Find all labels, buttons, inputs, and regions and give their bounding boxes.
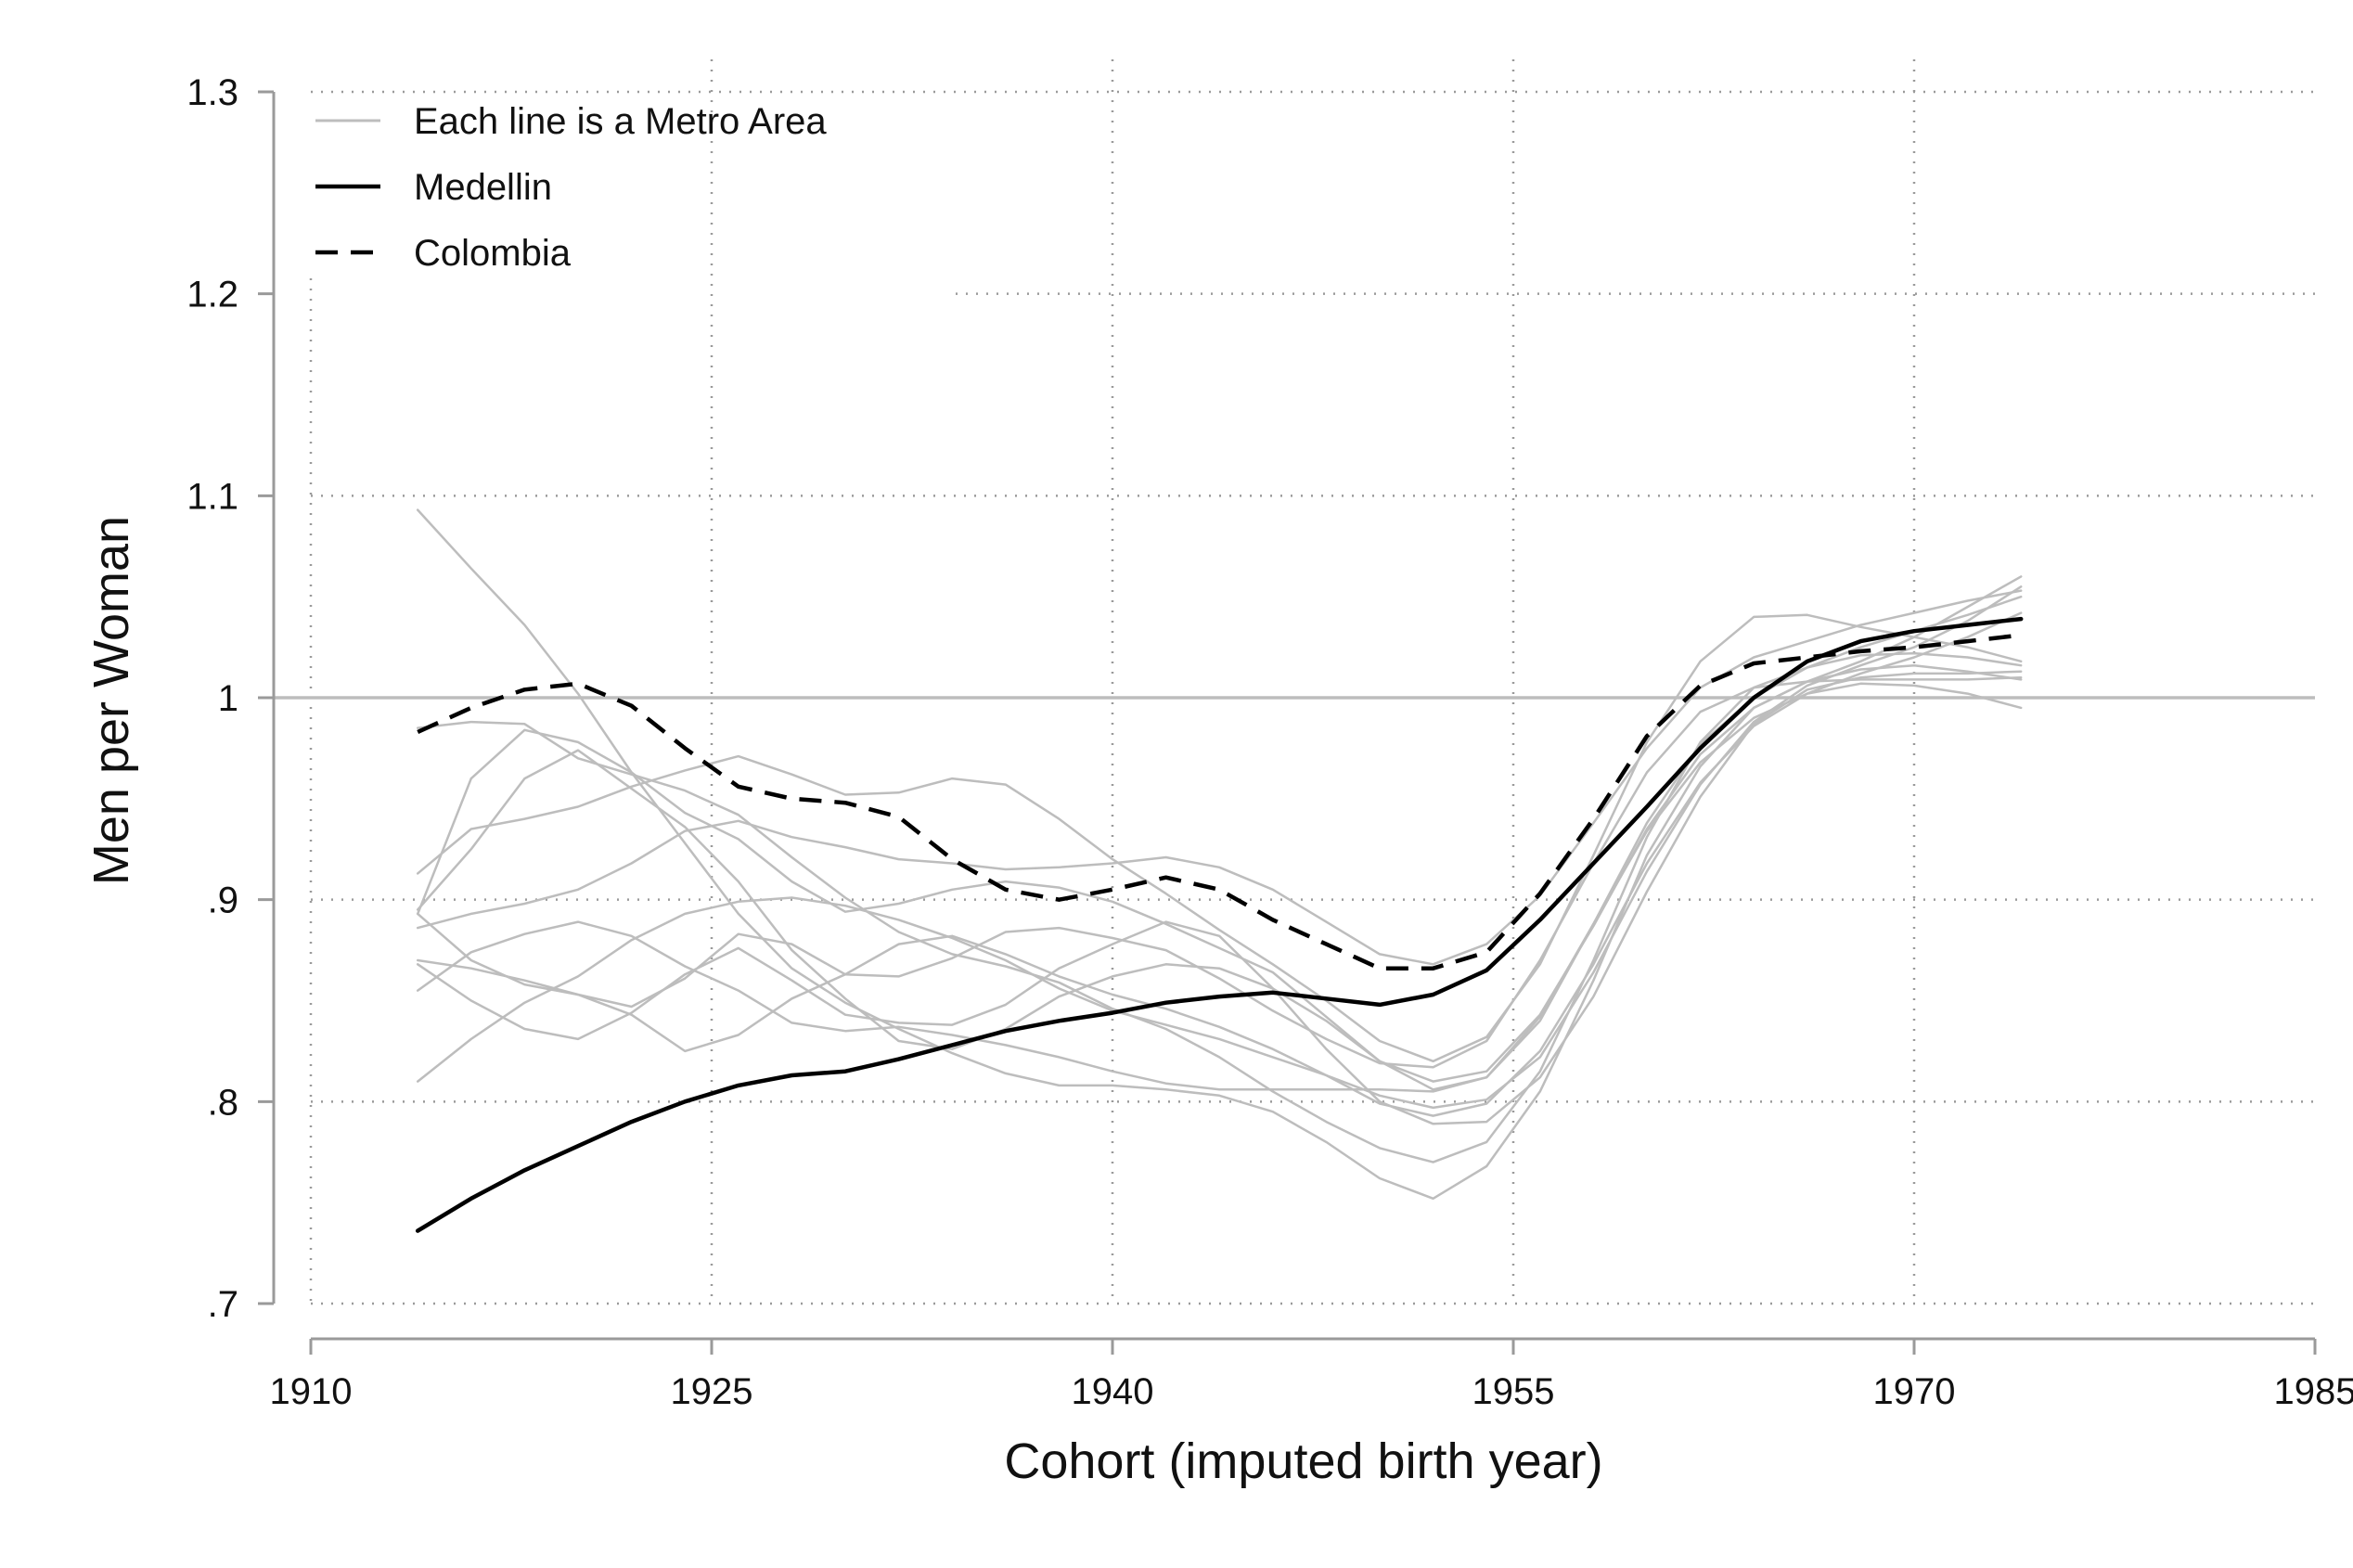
y-tick-label-1: .8 xyxy=(208,1082,238,1123)
x-tick-label-2: 1940 xyxy=(1072,1371,1154,1412)
legend-label-metro: Each line is a Metro Area xyxy=(414,101,827,142)
series-layer xyxy=(415,508,2024,1233)
y-tick-label-3: 1 xyxy=(218,678,238,719)
y-tick-label-4: 1.1 xyxy=(186,476,238,517)
series-line-metro-1 xyxy=(416,508,2023,1201)
x-tick-label-3: 1955 xyxy=(1472,1371,1555,1412)
series-line-metro-2 xyxy=(416,595,2023,1091)
series-line-metro-4 xyxy=(416,675,2023,1069)
series-line-colombia xyxy=(417,633,2022,970)
x-tick-label-5: 1985 xyxy=(2274,1371,2353,1412)
y-axis-title: Men per Woman xyxy=(84,516,139,885)
legend-label-colombia: Colombia xyxy=(414,233,572,274)
y-tick-label-6: 1.3 xyxy=(186,72,238,113)
y-tick-label-0: .7 xyxy=(208,1284,238,1325)
legend: Each line is a Metro Area Medellin Colom… xyxy=(315,101,827,274)
series-line-metro-3 xyxy=(416,613,2023,1063)
series-line-metro-8 xyxy=(416,670,2023,1125)
series-line-metro-9 xyxy=(416,651,2023,1163)
x-axis-title: Cohort (imputed birth year) xyxy=(1004,1433,1602,1489)
x-tick-label-0: 1910 xyxy=(270,1371,353,1412)
series-line-metro-7 xyxy=(416,611,2023,1117)
x-tick-label-4: 1970 xyxy=(1873,1371,1956,1412)
x-tick-label-1: 1925 xyxy=(671,1371,753,1412)
series-line-medellin xyxy=(415,616,2024,1233)
grid xyxy=(309,59,2315,1305)
legend-label-medellin: Medellin xyxy=(414,167,552,208)
y-tick-label-5: 1.2 xyxy=(186,275,238,315)
series-line-metro-11 xyxy=(416,589,2023,966)
y-tick-label-2: .9 xyxy=(208,880,238,921)
series-line-metro-5 xyxy=(416,682,2023,1093)
series-line-metro-10 xyxy=(416,575,2023,1083)
axes xyxy=(258,90,2317,1355)
series-line-metro-6 xyxy=(416,585,2023,1110)
tick-labels: .7 .8 .9 1 1.1 1.2 1.3 1910 1925 1940 1955 1970 1985 xyxy=(186,72,2353,1412)
